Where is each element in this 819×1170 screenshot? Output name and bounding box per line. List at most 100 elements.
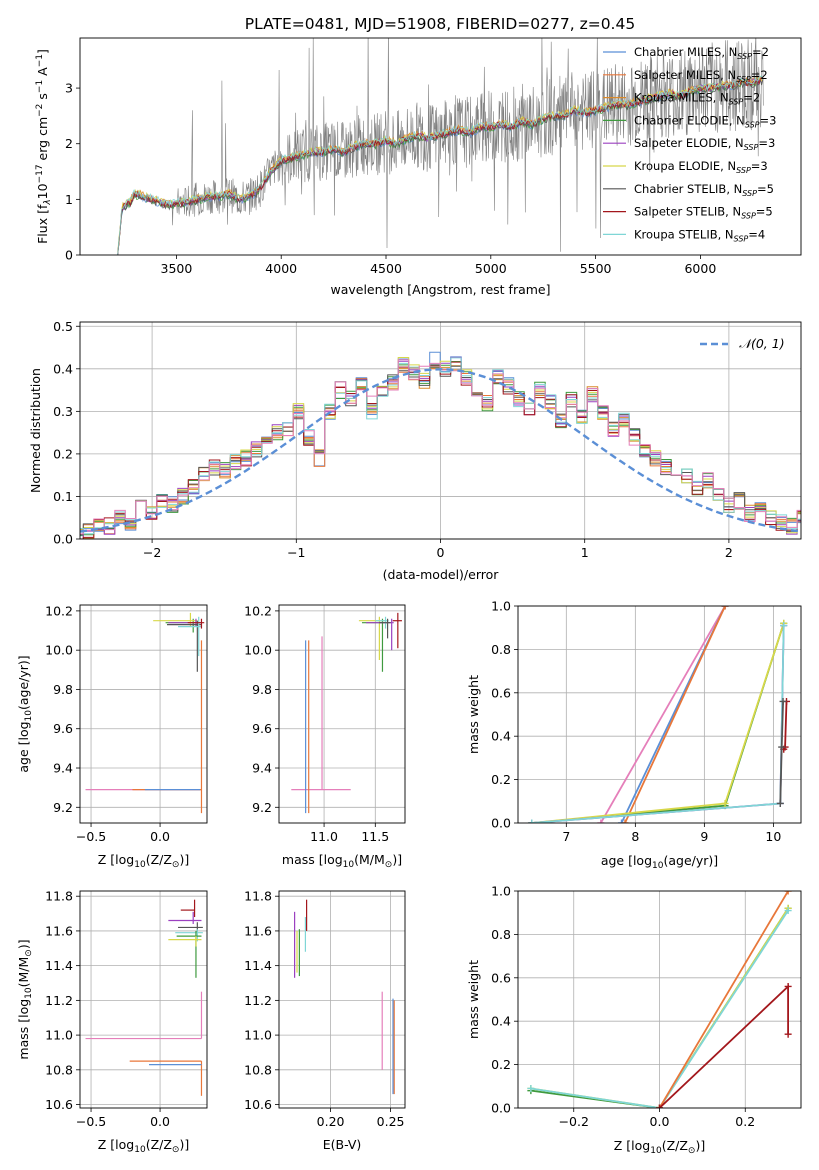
label-part: =5 (756, 205, 773, 219)
label-part: SSP (736, 75, 751, 84)
label-part: SSP (744, 143, 759, 152)
label-part: SSP (745, 120, 760, 129)
y-tick-label: 1.0 (491, 884, 511, 899)
y-tick-label: 0.0 (491, 816, 511, 831)
label-part: λ (43, 199, 53, 205)
label-part: 10 (134, 860, 146, 870)
y-tick-label: 0.4 (53, 361, 73, 376)
x-tick-label: 0.0 (150, 1114, 170, 1129)
y-tick-label: 3 (65, 81, 73, 96)
y-axis-label: Flux [fλ10−17 erg cm−2 s−1 A−1] (35, 49, 53, 244)
y-tick-label: 10.2 (45, 603, 73, 618)
panel-mass-vs-Z: −0.5 0.0 10.6 10.8 11.0 11.2 11.4 11.6 11.8 Z [lo… (16, 889, 208, 1155)
x-tick-label: 0.2 (735, 1114, 755, 1129)
label-part: age [log (16, 721, 31, 772)
y-tick-label: 1.0 (491, 599, 511, 614)
label-part: E(B-V) (323, 1137, 362, 1152)
y-tick-label: 9.4 (53, 761, 73, 776)
label-part: =3 (751, 159, 768, 173)
legend-entry: Salpeter STELIB, NSSP=5 (634, 205, 773, 221)
label-part: 10 (650, 1146, 662, 1156)
y-tick-label: 0.0 (491, 1101, 511, 1116)
label-part: mass [log (16, 999, 31, 1060)
y-axis-label: mass weight (466, 675, 481, 754)
axes-frame (79, 604, 208, 824)
axes-frame (517, 890, 802, 1109)
series-line (624, 606, 726, 823)
figure-title: PLATE=0481, MJD=51908, FIBERID=0277, z=0… (245, 15, 635, 33)
label-part: =2 (743, 91, 760, 105)
label-part: SSP (736, 166, 751, 175)
panel-massweight-vs-Z: −0.2 0.0 0.2 0.0 0.2 0.4 0.6 0.8 1.0 Z [log10(Z/Z… (466, 884, 802, 1156)
x-axis-label: (data-model)/error (383, 567, 500, 582)
error-point (392, 612, 402, 649)
y-tick-label: 9.6 (252, 721, 272, 736)
x-tick-label: 11.5 (361, 829, 389, 844)
x-tick-label: 0.0 (150, 829, 170, 844)
label-part: ] (35, 49, 50, 54)
error-point (180, 899, 196, 918)
axes-frame (79, 37, 802, 256)
series-marker (721, 799, 729, 807)
x-tick-label: 1 (581, 545, 589, 560)
label-part: mass [log (282, 852, 343, 867)
label-part: Kroupa MILES, N (634, 91, 729, 105)
error-point (379, 618, 391, 639)
normal-curve (80, 368, 801, 533)
label-part: wavelength [Angstrom, rest frame] (330, 282, 550, 297)
panel-age-vs-mass: 11.0 11.5 9.2 9.4 9.6 9.8 10.0 10.2 mass [log10(… (244, 603, 406, 870)
y-tick-label: 1 (65, 192, 73, 207)
x-tick-label: 0.25 (377, 1114, 405, 1129)
y-tick-label: 10.0 (244, 643, 272, 658)
x-axis-label: E(B-V) (323, 1137, 362, 1152)
legend-entry: Kroupa STELIB, NSSP=4 (634, 227, 765, 243)
axes-frame (278, 890, 406, 1109)
legend-entry: Kroupa MILES, NSSP=2 (634, 91, 760, 107)
error-point (178, 616, 202, 657)
spectrum-model-line (117, 75, 764, 255)
label-part: SSP (737, 52, 752, 61)
plot-area-mass-vs-Z (85, 899, 203, 1096)
y-tick-label: 0.4 (491, 729, 511, 744)
label-part: Chabrier STELIB, N (634, 182, 742, 196)
y-tick-label: 0.2 (491, 1057, 511, 1072)
label-part: −17 (35, 164, 45, 183)
error-point (129, 1060, 203, 1096)
label-part: ⊙ (24, 949, 34, 957)
label-part: Salpeter ELODIE, N (634, 136, 744, 150)
series-marker (784, 1030, 792, 1038)
x-tick-label: 0.0 (650, 1114, 670, 1129)
label-part: =3 (758, 136, 775, 150)
label-part: (age/yr)] (663, 853, 718, 868)
label-part: SSP (734, 234, 749, 243)
y-tick-label: 10.6 (45, 1097, 73, 1112)
plot-area-massweight-vs-age (528, 606, 791, 823)
legend-entry: Chabrier MILES, NSSP=2 (634, 45, 769, 61)
panel-age-vs-Z: −0.5 0.09.29.49.69.810.010.2Z [log10(Z/Z⊙… (16, 603, 208, 870)
y-tick-label: 0.6 (491, 685, 511, 700)
label-part: (M/M (354, 852, 385, 867)
x-tick-label: −0.5 (76, 829, 106, 844)
label-part: )] (16, 939, 31, 949)
y-axis-label: mass [log10(M/M⊙)] (16, 939, 34, 1059)
y-tick-label: 0.1 (53, 489, 73, 504)
series-marker (778, 743, 786, 751)
error-point (291, 636, 351, 791)
y-tick-label: 11.2 (45, 993, 73, 1008)
label-part: Kroupa STELIB, N (634, 227, 734, 241)
error-point (166, 620, 202, 672)
error-point (187, 618, 205, 629)
label-part: =2 (752, 45, 769, 59)
y-axis-label: age [log10(age/yr)] (16, 655, 34, 772)
label-part: 10 (35, 183, 50, 199)
label-part: =5 (757, 182, 774, 196)
label-part: (Z/Z (146, 1137, 172, 1152)
plot-area-massweight-vs-Z (527, 891, 792, 1108)
label-part: )] (392, 852, 402, 867)
series-line (658, 891, 789, 1108)
series-marker (779, 697, 787, 705)
plot-area-spectrum (117, 38, 764, 255)
series-line (600, 606, 726, 823)
